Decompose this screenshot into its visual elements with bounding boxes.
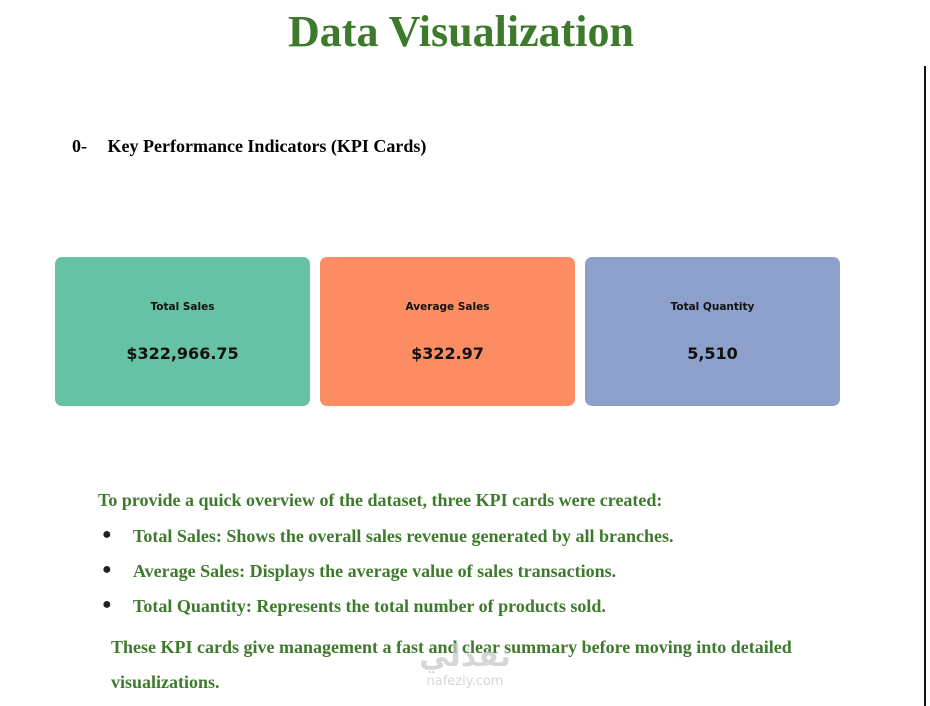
section-heading-text: Key Performance Indicators (KPI Cards): [107, 136, 427, 156]
list-item-text: Total Sales: Shows the overall sales rev…: [133, 526, 674, 546]
list-item-text: Total Quantity: Represents the total num…: [133, 596, 606, 616]
kpi-card-label: Total Quantity: [670, 301, 755, 313]
section-heading: 0- Key Performance Indicators (KPI Cards…: [72, 136, 426, 157]
bullet-dot-icon: ●: [102, 526, 112, 543]
kpi-card-label: Average Sales: [405, 301, 490, 313]
kpi-card-total-quantity: Total Quantity 5,510: [585, 257, 840, 406]
kpi-card-average-sales: Average Sales $322.97: [320, 257, 575, 406]
bullet-dot-icon: ●: [102, 596, 112, 613]
kpi-card-value: $322.97: [411, 344, 484, 363]
kpi-card-value: 5,510: [687, 344, 738, 363]
list-item-text: Average Sales: Displays the average valu…: [133, 561, 617, 581]
section-number: 0-: [72, 136, 87, 156]
watermark-logo: نفذلي: [419, 639, 511, 674]
kpi-card-total-sales: Total Sales $322,966.75: [55, 257, 310, 406]
summary-paragraph: These KPI cards give management a fast a…: [111, 637, 792, 692]
bullet-dot-icon: ●: [102, 561, 112, 578]
page-title: Data Visualization: [288, 7, 634, 56]
nafezly-watermark: نفذلي nafezly.com: [405, 640, 525, 690]
kpi-card-value: $322,966.75: [126, 344, 239, 363]
intro-paragraph: To provide a quick overview of the datas…: [98, 490, 663, 510]
page-edge-rule: [924, 66, 926, 706]
kpi-card-label: Total Sales: [150, 301, 215, 313]
watermark-url: nafezly.com: [426, 674, 504, 689]
